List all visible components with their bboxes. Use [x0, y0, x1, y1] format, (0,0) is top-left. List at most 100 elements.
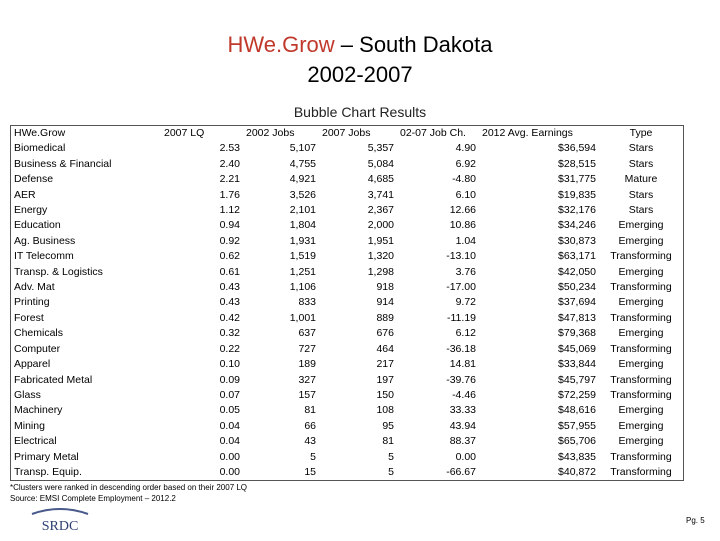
cell-2002-jobs: 327 [298, 373, 316, 386]
cell-2002-jobs: 5 [310, 450, 316, 463]
cell-cluster: Mining [14, 419, 45, 432]
cell-2007-jobs: 1,298 [367, 265, 394, 278]
cell-lq: 0.92 [219, 234, 240, 247]
col-header-earnings: 2012 Avg. Earnings [482, 127, 573, 139]
cell-earnings: $45,069 [558, 342, 596, 355]
cell-lq: 2.40 [219, 157, 240, 170]
cell-job-change: 6.12 [455, 327, 476, 340]
cell-lq: 0.43 [219, 281, 240, 294]
cell-job-change: 6.10 [455, 188, 476, 201]
cell-type: Emerging [618, 296, 664, 309]
slide-title: HWe.Grow – South Dakota 2002-2007 [0, 30, 720, 90]
cell-type: Transforming [610, 373, 672, 386]
cell-type: Mature [624, 173, 658, 186]
cell-2007-jobs: 5 [388, 465, 394, 478]
cell-earnings: $50,234 [558, 281, 596, 294]
cell-lq: 0.00 [219, 465, 240, 478]
cell-2002-jobs: 1,001 [289, 311, 316, 324]
cell-cluster: Fabricated Metal [14, 373, 93, 386]
table-row: Forest 0.42 1,001 889 -11.19 $47,813 Transform… [11, 311, 683, 326]
cell-earnings: $37,694 [558, 296, 596, 309]
table-row: Defense 2.21 4,921 4,685 -4.80 $31,775 Mature [11, 172, 683, 187]
cell-job-change: -4.46 [452, 388, 476, 401]
table-row: Energy 1.12 2,101 2,367 12.66 $32,176 Stars [11, 203, 683, 218]
col-header-job-change: 02-07 Job Ch. [400, 127, 466, 139]
cell-2007-jobs: 3,741 [367, 188, 394, 201]
cell-job-change: 33.33 [449, 404, 476, 417]
cell-job-change: 6.92 [455, 157, 476, 170]
cell-job-change: 43.94 [449, 419, 476, 432]
cell-lq: 1.76 [219, 188, 240, 201]
cell-earnings: $48,616 [558, 404, 596, 417]
cell-lq: 0.94 [219, 219, 240, 232]
cell-lq: 0.07 [219, 388, 240, 401]
cell-lq: 0.61 [219, 265, 240, 278]
cell-cluster: Defense [14, 173, 54, 186]
cell-type: Stars [628, 204, 654, 217]
cell-job-change: 0.00 [455, 450, 476, 463]
table-row: IT Telecomm 0.62 1,519 1,320 -13.10 $63,171 Tr… [11, 249, 683, 264]
cell-job-change: 1.04 [455, 234, 476, 247]
cell-type: Emerging [618, 419, 664, 432]
cell-earnings: $63,171 [558, 250, 596, 263]
cell-cluster: Chemicals [14, 327, 64, 340]
cell-cluster: Transp. Equip. [14, 465, 82, 478]
cell-2002-jobs: 81 [304, 404, 316, 417]
cell-cluster: Biomedical [14, 142, 66, 155]
cell-type: Transforming [610, 281, 672, 294]
cell-lq: 0.09 [219, 373, 240, 386]
cell-lq: 0.32 [219, 327, 240, 340]
cell-2002-jobs: 4,755 [289, 157, 316, 170]
cell-job-change: 14.81 [449, 358, 476, 371]
cell-type: Stars [628, 142, 654, 155]
cell-2002-jobs: 4,921 [289, 173, 316, 186]
cell-lq: 0.04 [219, 435, 240, 448]
cell-job-change: 88.37 [449, 435, 476, 448]
title-line-1: HWe.Grow – South Dakota [0, 30, 720, 60]
cell-cluster: Glass [14, 388, 41, 401]
cell-earnings: $79,368 [558, 327, 596, 340]
cell-type: Emerging [618, 265, 664, 278]
cell-job-change: 3.76 [455, 265, 476, 278]
table-row: Mining 0.04 66 95 43.94 $57,955 Emerging [11, 419, 683, 434]
cell-job-change: -17.00 [446, 281, 476, 294]
cell-2002-jobs: 1,804 [289, 219, 316, 232]
title-line-2: 2002-2007 [307, 62, 413, 87]
title-brand: HWe.Grow [227, 32, 335, 57]
cell-earnings: $30,873 [558, 234, 596, 247]
srdc-logo: SRDC [30, 508, 90, 541]
cell-2007-jobs: 914 [376, 296, 394, 309]
table-row: Transp. & Logistics 0.61 1,251 1,298 3.76 $42… [11, 265, 683, 280]
cell-earnings: $57,955 [558, 419, 596, 432]
cell-type: Emerging [618, 234, 664, 247]
cell-job-change: -36.18 [446, 342, 476, 355]
cell-2007-jobs: 5,084 [367, 157, 394, 170]
table-row: Education 0.94 1,804 2,000 10.86 $34,246 Emerg… [11, 218, 683, 233]
cell-cluster: Computer [14, 342, 61, 355]
cell-cluster: AER [14, 188, 36, 201]
cell-cluster: Machinery [14, 404, 63, 417]
table-row: Biomedical 2.53 5,107 5,357 4.90 $36,594 Stars [11, 141, 683, 156]
cell-job-change: -4.80 [452, 173, 476, 186]
cell-2007-jobs: 81 [382, 435, 394, 448]
cell-lq: 0.05 [219, 404, 240, 417]
cell-job-change: 4.90 [455, 142, 476, 155]
cell-earnings: $45,797 [558, 373, 596, 386]
table-row: Chemicals 0.32 637 676 6.12 $79,368 Emerging [11, 326, 683, 341]
cell-2002-jobs: 157 [298, 388, 316, 401]
results-table: HWe.Grow 2007 LQ 2002 Jobs 2007 Jobs 02-… [11, 126, 683, 480]
cell-2002-jobs: 15 [304, 465, 316, 478]
cell-type: Emerging [618, 327, 664, 340]
cell-2007-jobs: 108 [376, 404, 394, 417]
cell-2007-jobs: 1,951 [367, 234, 394, 247]
cell-cluster: Forest [14, 311, 44, 324]
cell-job-change: 9.72 [455, 296, 476, 309]
cell-lq: 0.62 [219, 250, 240, 263]
cell-2007-jobs: 217 [376, 358, 394, 371]
cell-job-change: 10.86 [449, 219, 476, 232]
cell-type: Transforming [610, 450, 672, 463]
footnote-ranking: *Clusters were ranked in descending orde… [10, 483, 248, 492]
cell-type: Transforming [610, 250, 672, 263]
cell-job-change: -11.19 [447, 311, 476, 324]
cell-job-change: 12.66 [449, 204, 476, 217]
